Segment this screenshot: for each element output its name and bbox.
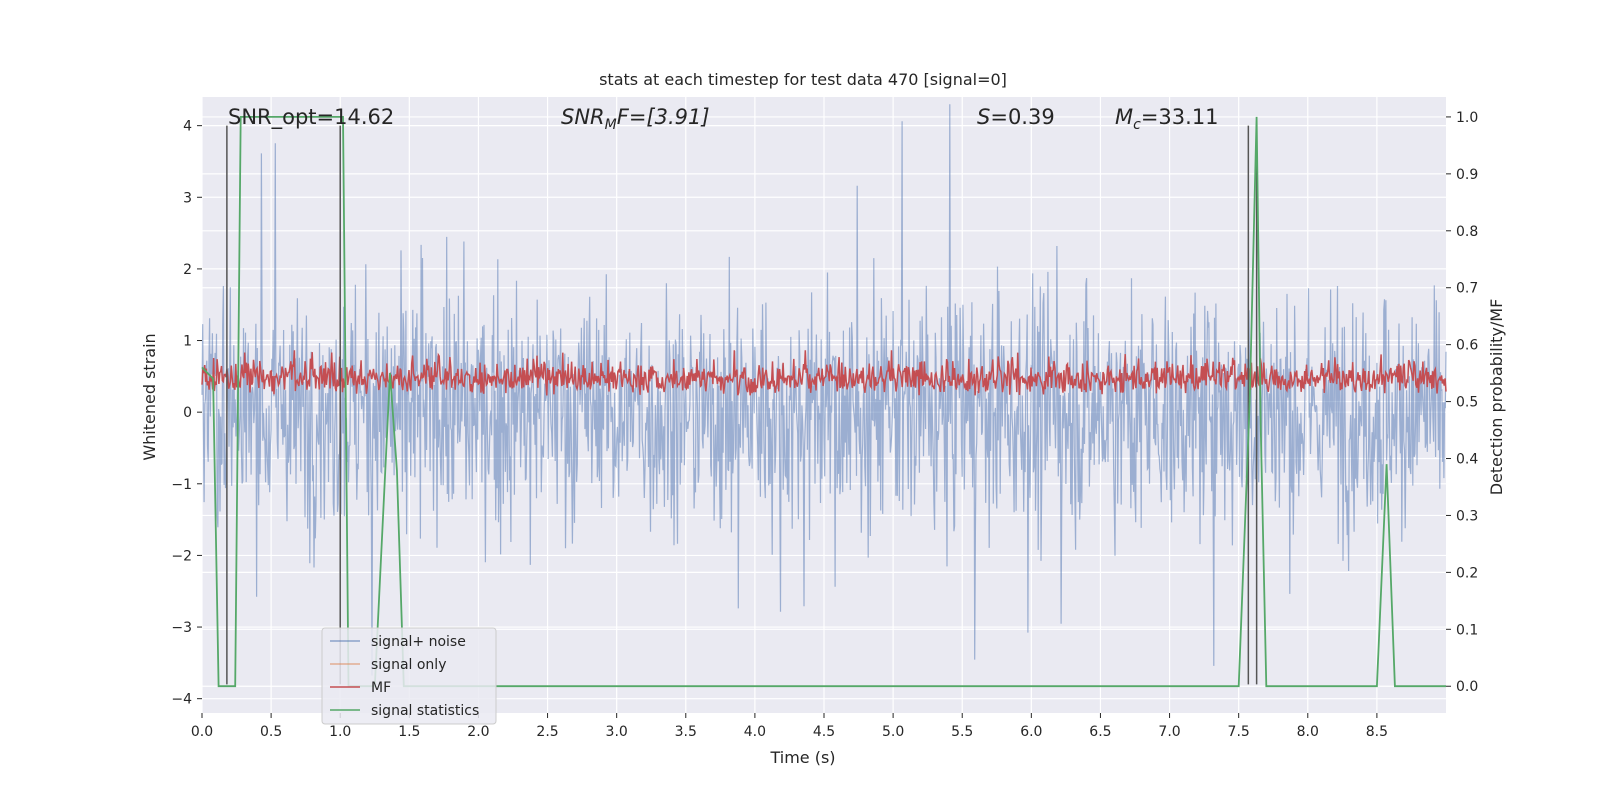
mf-series: [201, 350, 1447, 396]
x-tick-label: 5.0: [882, 724, 904, 740]
y-tick-label: 1: [183, 334, 192, 350]
y-tick-label: −1: [171, 477, 192, 493]
chart-title: stats at each timestep for test data 470…: [599, 70, 1007, 89]
x-tick-label: 7.5: [1228, 724, 1250, 740]
y-tick-labels: 4 3 2 1 0 −1 −2 −3 −4: [171, 119, 202, 708]
y-tick-label: 4: [183, 119, 192, 135]
y-tick-label: 3: [183, 190, 192, 206]
y-right-tick-label: 0.6: [1456, 338, 1478, 354]
mf-line: [201, 350, 1447, 396]
legend: signal+ noise signal only MF signal stat…: [321, 627, 497, 725]
x-tick-label: 4.0: [744, 724, 766, 740]
x-tick-label: 2.5: [536, 724, 558, 740]
x-tick-label: 7.0: [1158, 724, 1180, 740]
x-tick-label: 2.0: [467, 724, 489, 740]
y-tick-label: −4: [171, 692, 192, 708]
legend-box: [321, 627, 497, 725]
vertical-markers: [226, 125, 1258, 685]
legend-label-signal-statistics: signal statistics: [371, 703, 479, 719]
x-tick-label: 1.5: [398, 724, 420, 740]
x-tick-label: 8.0: [1297, 724, 1319, 740]
y-right-tick-label: 0.0: [1456, 679, 1478, 695]
y-right-tick-label: 0.5: [1456, 395, 1478, 411]
annotation-mc: Mc=33.11: [1115, 105, 1219, 133]
legend-label-mf: MF: [371, 680, 391, 696]
annotation-s: S=0.39: [977, 105, 1055, 129]
x-tick-label: 1.0: [329, 724, 351, 740]
y-tick-label: −2: [171, 548, 192, 564]
annotation-snr-mf: SNRMF=[3.91]: [561, 105, 710, 133]
y-right-tick-label: 0.9: [1456, 167, 1478, 183]
y-tick-label: 0: [183, 405, 192, 421]
x-tick-labels: 0.0 0.5 1.0 1.5 2.0 2.5 3.0 3.5 4.0 4.5 5.0 5.5 6.0 6…: [191, 713, 1388, 740]
legend-label-signal-only: signal only: [371, 657, 446, 673]
signal-noise-series: [201, 104, 1447, 676]
y-right-tick-label: 0.1: [1456, 622, 1478, 638]
x-tick-label: 3.0: [606, 724, 628, 740]
y-tick-label: −3: [171, 620, 192, 636]
x-axis-label: Time (s): [769, 748, 835, 767]
y-right-tick-label: 0.2: [1456, 565, 1478, 581]
y-right-tick-label: 0.7: [1456, 281, 1478, 297]
y-right-tick-labels: 1.0 0.9 0.8 0.7 0.6 0.5 0.4 0.3 0.2 0.1 0.0: [1446, 110, 1478, 695]
x-tick-label: 5.5: [951, 724, 973, 740]
x-tick-label: 0.0: [191, 724, 213, 740]
x-tick-label: 4.5: [813, 724, 835, 740]
y-right-tick-label: 0.3: [1456, 508, 1478, 524]
x-tick-label: 3.5: [675, 724, 697, 740]
y-right-tick-label: 1.0: [1456, 110, 1478, 126]
y-tick-label: 2: [183, 262, 192, 278]
x-tick-label: 6.0: [1020, 724, 1042, 740]
x-tick-label: 8.5: [1366, 724, 1388, 740]
x-tick-label: 0.5: [260, 724, 282, 740]
x-tick-label: 6.5: [1089, 724, 1111, 740]
signal-noise-line: [201, 104, 1447, 676]
y-right-tick-label: 0.8: [1456, 224, 1478, 240]
y-axis-label: Whitened strain: [140, 333, 159, 460]
y-right-axis-label: Detection probability/MF: [1487, 299, 1506, 496]
y-right-tick-label: 0.4: [1456, 452, 1478, 468]
annotation-snr-opt: SNR_opt=14.62: [228, 105, 394, 130]
legend-label-signal-noise: signal+ noise: [371, 634, 466, 650]
